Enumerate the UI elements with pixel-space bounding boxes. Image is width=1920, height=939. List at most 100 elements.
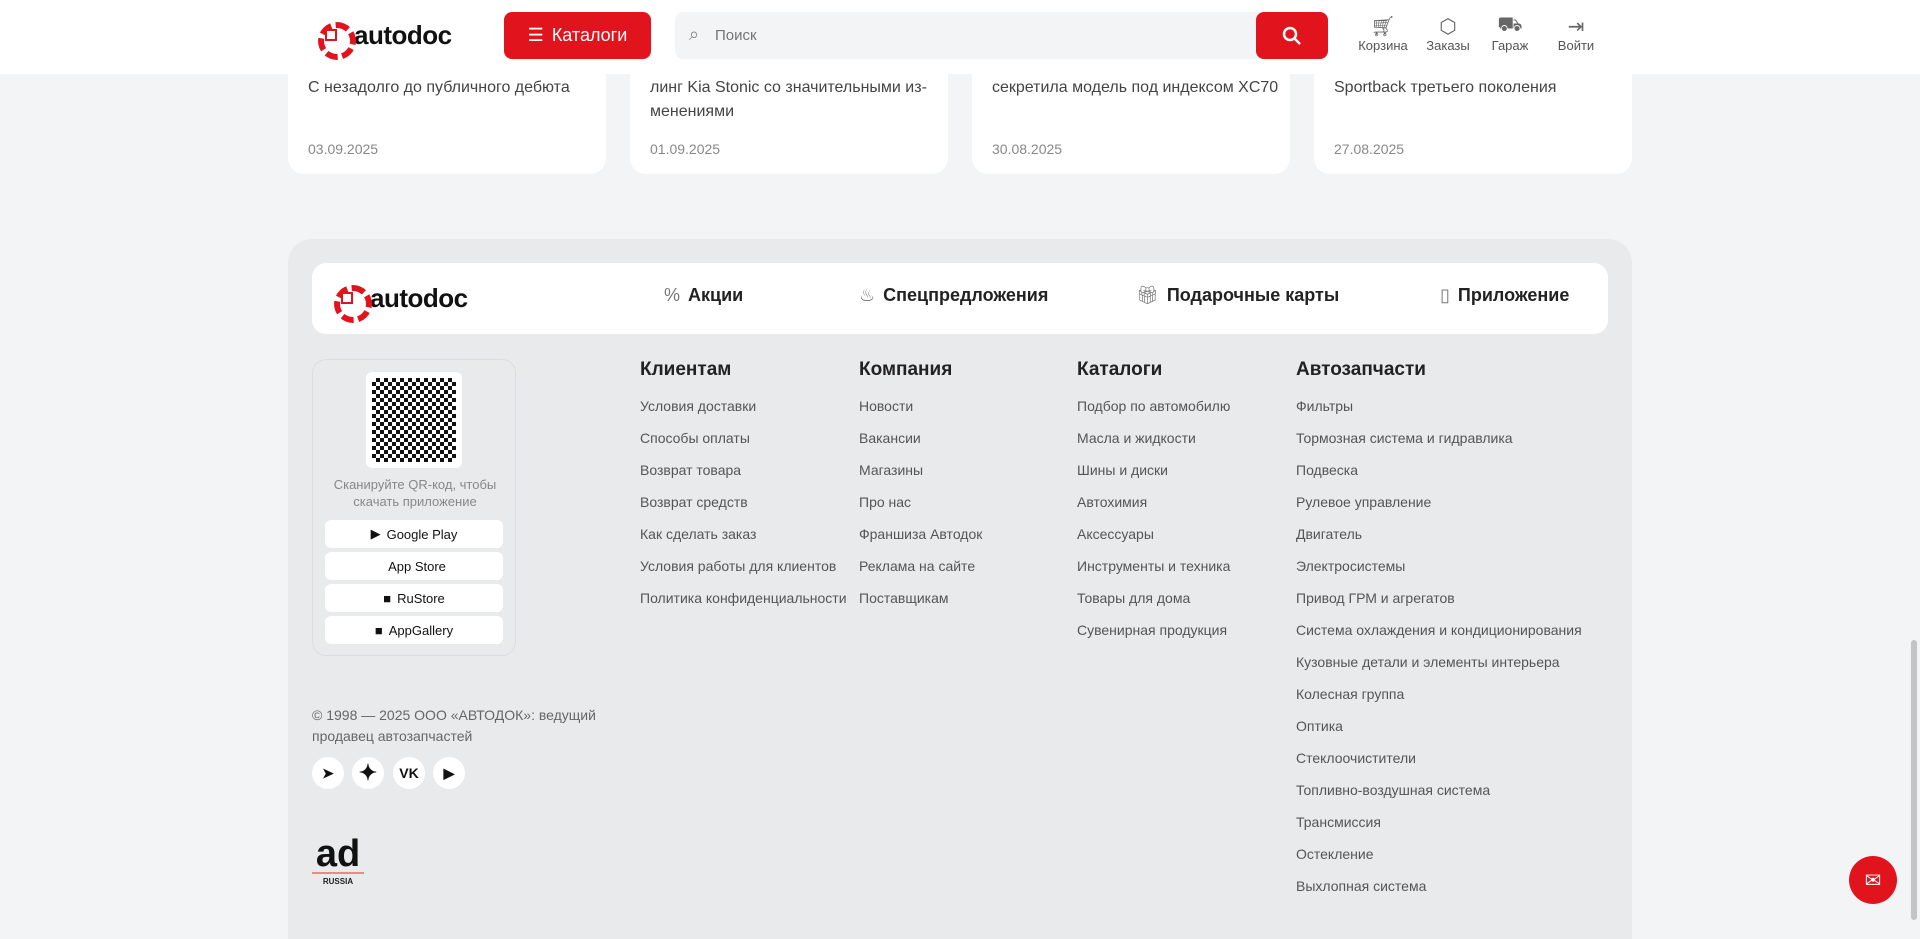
orders-button[interactable]: ⬡ Заказы <box>1418 14 1478 53</box>
footer-link[interactable]: Реклама на сайте <box>859 558 976 574</box>
app-download-box: Сканируйте QR-код, чтобы скачать приложе… <box>312 359 516 656</box>
footer-link[interactable]: Аксессуары <box>1077 526 1154 542</box>
store-label: App Store <box>388 558 446 574</box>
column-title: Компания <box>859 359 953 380</box>
store-label: AppGallery <box>388 622 454 638</box>
footer-link[interactable]: Новости <box>859 398 914 414</box>
copyright: © 1998 — 2025 ООО «АВТОДОК»: ведущий про… <box>312 707 596 744</box>
footer-link[interactable]: Условия работы для клиентов <box>640 558 837 574</box>
search-button[interactable] <box>1256 12 1328 59</box>
footer-link[interactable]: Франшиза Автодок <box>859 526 983 542</box>
news-date: 01.09.2025 <box>650 141 721 157</box>
footer-link[interactable]: Колесная группа <box>1296 686 1405 702</box>
footer-link[interactable]: Способы оплаты <box>640 430 750 446</box>
footer-link[interactable]: Фильтры <box>1296 398 1354 414</box>
google-play-icon: ▶ <box>370 526 381 541</box>
news-date: 03.09.2025 <box>308 141 379 157</box>
footer-link[interactable]: Двигатель <box>1296 526 1363 542</box>
logo-icon <box>312 16 356 60</box>
logo-text: autodoc <box>370 282 468 313</box>
appgallery-icon: ■ <box>374 622 383 638</box>
footer-link[interactable]: Привод ГРМ и агрегатов <box>1296 590 1455 606</box>
footer-link[interactable]: Поставщикам <box>859 590 949 606</box>
telegram-icon: ➤ <box>322 764 334 781</box>
footer-link[interactable]: Выхлопная система <box>1296 878 1427 894</box>
footer-link[interactable]: Подвеска <box>1296 462 1358 478</box>
box-icon: ⬡ <box>1439 16 1457 38</box>
telegram-link[interactable]: ➤ <box>312 757 344 789</box>
column-title: Каталоги <box>1077 359 1163 380</box>
footer-link[interactable]: Топливно-воздушная система <box>1296 782 1491 798</box>
nav-label: Спецпредложения <box>883 285 1049 305</box>
footer-link[interactable]: Сувенирная продукция <box>1077 622 1228 638</box>
footer-link[interactable]: Трансмиссия <box>1296 814 1381 830</box>
footer-link[interactable]: Подбор по автомобилю <box>1077 398 1231 414</box>
contact-mail-button[interactable]: ✉ <box>1849 856 1897 904</box>
google-play-button[interactable]: ▶ Google Play <box>325 520 503 548</box>
footer-link[interactable]: Остекление <box>1296 846 1374 862</box>
search-icon <box>1282 26 1301 45</box>
garage-label: Гараж <box>1491 38 1529 53</box>
news-title: Sportback третьего поколения <box>1334 79 1557 96</box>
footer-link[interactable]: Инструменты и техника <box>1077 558 1231 574</box>
footer-link[interactable]: Рулевое управление <box>1296 494 1432 510</box>
news-date: 27.08.2025 <box>1334 141 1405 157</box>
qr-code <box>366 372 462 468</box>
footer-link[interactable]: Система охлаждения и кондиционирования <box>1296 622 1582 638</box>
footer-link[interactable]: Про нас <box>859 494 912 510</box>
footer-link[interactable]: Тормозная система и гидравлика <box>1296 430 1513 446</box>
search-bar: ⌕ <box>675 12 1328 59</box>
nav-label: Приложение <box>1457 285 1570 305</box>
footer-link[interactable]: Автохимия <box>1077 494 1148 510</box>
sparkle-icon: ✦ <box>358 760 378 785</box>
store-label: RuStore <box>397 590 445 606</box>
rustore-icon: ■ <box>383 590 392 606</box>
footer-link[interactable]: Товары для дома <box>1077 590 1191 606</box>
scrollbar[interactable] <box>1911 640 1917 920</box>
nav-app[interactable]: ▯ Приложение <box>1440 285 1569 306</box>
nav-promotions[interactable]: % Акции <box>664 285 743 306</box>
footer-link[interactable]: Оптика <box>1296 718 1343 734</box>
news-title: линг Kia Stonic со значительными из­мене… <box>650 79 927 120</box>
logo-text: autodoc <box>354 19 452 50</box>
footer-link[interactable]: Возврат товара <box>640 462 742 478</box>
footer-link[interactable]: Возврат средств <box>640 494 748 510</box>
search-input[interactable] <box>715 12 1215 59</box>
footer-link[interactable]: Кузовные детали и элементы интерьера <box>1296 654 1560 670</box>
nav-gift-cards[interactable]: 🎁︎ Подарочные карты <box>1136 285 1339 306</box>
app-store-button[interactable]: App Store <box>325 552 503 580</box>
footer-link[interactable]: Условия доставки <box>640 398 757 414</box>
garage-button[interactable]: ⛟ Гараж <box>1480 14 1540 53</box>
news-date: 30.08.2025 <box>992 141 1063 157</box>
logo[interactable]: autodoc <box>312 16 452 60</box>
search-icon: ⌕ <box>689 24 700 44</box>
footer-column: Автозапчасти Фильтры Тормозная система и г… <box>1296 359 1582 909</box>
footer-link[interactable]: Как сделать заказ <box>640 526 757 542</box>
footer-link[interactable]: Магазины <box>859 462 924 478</box>
cart-button[interactable]: 🛒︎ Корзина <box>1353 14 1413 53</box>
nav-label: Акции <box>688 285 744 305</box>
appgallery-button[interactable]: ■ AppGallery <box>325 616 503 644</box>
footer-link[interactable]: Шины и диски <box>1077 462 1168 478</box>
footer-link[interactable]: Масла и жидкости <box>1077 430 1196 446</box>
footer-link[interactable]: Вакансии <box>859 430 921 446</box>
vk-link[interactable]: VK <box>393 757 425 789</box>
qr-caption: Сканируйте QR-код, чтобы скачать приложе… <box>333 477 497 509</box>
header: autodoc ☰ Каталоги ⌕ 🛒︎Корзина ⬡Заказы ⛟ Г… <box>0 0 1920 74</box>
footer-link[interactable]: Политика конфиденциальности <box>640 590 847 606</box>
store-label: Google Play <box>386 526 458 542</box>
dzen-link[interactable]: ✦ <box>352 757 384 789</box>
rustore-button[interactable]: ■ RuStore <box>325 584 503 612</box>
login-icon: ⇥ <box>1567 16 1585 38</box>
youtube-link[interactable]: ▶ <box>433 757 465 789</box>
footer-link[interactable]: Стеклоочистители <box>1296 750 1416 766</box>
catalog-button[interactable]: ☰ Каталоги <box>504 12 651 59</box>
catalog-label: Каталоги <box>551 25 628 45</box>
nav-special-offers[interactable]: ♨ Спецпредложения <box>859 285 1048 306</box>
fire-icon: ♨ <box>859 285 876 305</box>
mail-icon: ✉ <box>1864 869 1882 892</box>
ad-caption: RUSSIA <box>322 877 354 886</box>
login-button[interactable]: ⇥ Войти <box>1546 14 1606 53</box>
footer-link[interactable]: Электросистемы <box>1296 558 1406 574</box>
footer-logo[interactable]: autodoc <box>328 279 468 323</box>
